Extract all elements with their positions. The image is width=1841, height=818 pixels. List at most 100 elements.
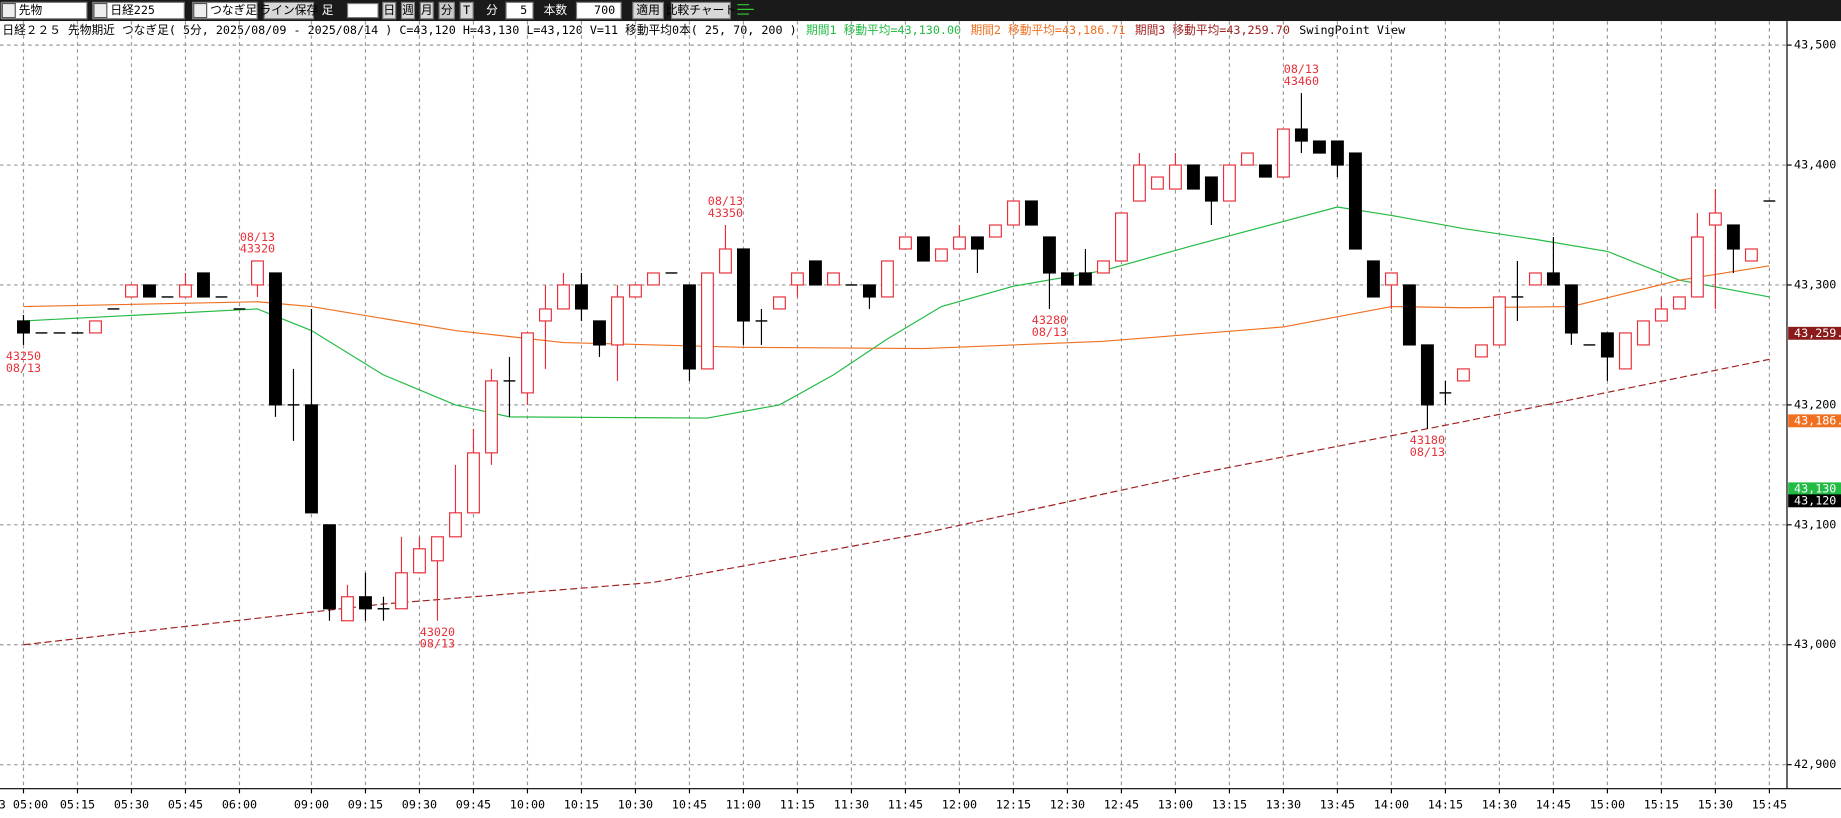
candle-body [700, 272, 714, 370]
toolbar-dropdown[interactable] [505, 1, 534, 20]
candle-body [269, 272, 282, 406]
x-tick-label: 14:00 [1374, 798, 1409, 812]
toolbar-button[interactable] [382, 1, 397, 20]
toolbar-label: 日経225 [110, 3, 155, 17]
candle-body [305, 404, 318, 514]
toolbar-button[interactable] [438, 1, 455, 20]
y-tick-label: 43,200 [1794, 397, 1836, 411]
toolbar-label: 分 [486, 3, 498, 17]
toolbar-button[interactable] [632, 1, 664, 20]
candle-body [359, 596, 372, 610]
x-tick-label: 12:30 [1050, 798, 1085, 812]
dropdown-arrow [193, 2, 208, 19]
candle-body [1546, 272, 1560, 286]
candle-body [1654, 308, 1668, 322]
candle-body [574, 284, 588, 310]
candle-body [610, 296, 624, 346]
annotation-value: 43320 [240, 242, 275, 256]
x-tick-label: 14:15 [1428, 798, 1463, 812]
dropdown-arrow [1, 2, 16, 19]
candle-body [1222, 164, 1236, 202]
x-tick-label: 13:30 [1266, 798, 1301, 812]
toolbar-label: 日 [383, 3, 395, 17]
annotation-value: 43020 [420, 625, 455, 639]
candle-body [1348, 152, 1362, 250]
annotation-date: 08/13 [1284, 62, 1319, 76]
y-tick-label: 43,400 [1794, 158, 1836, 172]
annotation-date: 08/13 [6, 361, 41, 375]
chart-background [0, 21, 1841, 818]
candle-body [1744, 248, 1758, 262]
candle-body [808, 260, 822, 286]
info-text: 期間1 移動平均=43,130.00 [806, 23, 961, 37]
x-tick-label: 3 05:00 [0, 798, 48, 812]
candle-body [89, 320, 102, 334]
candle-body [197, 272, 210, 298]
candle-body [143, 284, 156, 298]
toolbar-dropdown[interactable] [92, 1, 185, 20]
candle-body [1060, 272, 1074, 286]
candle-body [1402, 284, 1416, 346]
x-tick-label: 05:30 [114, 798, 149, 812]
y-tick-label: 43,300 [1794, 277, 1836, 291]
moving-average-line [23, 265, 1770, 350]
toolbar-icon [346, 2, 379, 19]
x-tick-label: 15:00 [1590, 798, 1625, 812]
candle-body [880, 260, 894, 298]
toolbar-button[interactable] [671, 1, 731, 20]
candle-body [1096, 260, 1110, 274]
x-tick-label: 13:45 [1320, 798, 1355, 812]
x-tick-label: 10:00 [510, 798, 545, 812]
candle-body [1204, 176, 1218, 202]
candle-body [251, 260, 264, 286]
candle-body [1150, 176, 1164, 190]
x-tick-label: 09:00 [294, 798, 329, 812]
price-tag-label: 43,186.71 [1794, 413, 1841, 427]
annotation-value: 43280 [1032, 313, 1067, 327]
info-line: 日経２２５ 先物期近 つなぎ足( 5分, 2025/08/09 - 2025/0… [2, 23, 1406, 37]
candle-body [1384, 272, 1398, 286]
annotation-date: 08/13 [420, 637, 455, 651]
candle-body [413, 548, 426, 574]
candle-body [934, 248, 948, 262]
toolbar-label: 分 [441, 3, 453, 17]
annotation-value: 43460 [1284, 74, 1319, 88]
candle-body [1240, 152, 1254, 166]
toolbar-label: 週 [402, 3, 414, 17]
candle-body [1276, 128, 1290, 178]
toolbar-dropdown[interactable] [0, 1, 88, 20]
candle-body [520, 332, 534, 394]
x-tick-label: 11:30 [834, 798, 869, 812]
price-tag-label: 43,130 [1794, 481, 1836, 495]
candle-body [592, 320, 606, 346]
candle-body [1024, 200, 1038, 226]
candle-body [1366, 260, 1380, 298]
toolbar-dropdown[interactable] [575, 1, 622, 20]
price-tag [1788, 414, 1841, 428]
toolbar-label: 足 [322, 3, 334, 17]
toolbar-icon [737, 4, 754, 15]
x-tick-label: 11:45 [888, 798, 923, 812]
candle-body [1474, 344, 1488, 358]
candle-body [1456, 368, 1470, 382]
candle-body [556, 284, 570, 310]
x-tick-label: 05:45 [168, 798, 203, 812]
x-tick-label: 12:15 [996, 798, 1031, 812]
candle-body [17, 320, 30, 334]
toolbar-button[interactable] [459, 1, 474, 20]
toolbar-dropdown[interactable] [191, 1, 258, 20]
toolbar-button[interactable] [400, 1, 416, 20]
toolbar-button[interactable] [419, 1, 434, 20]
toolbar-button[interactable] [263, 1, 315, 20]
annotation-date: 08/13 [240, 230, 275, 244]
candle-body [1114, 212, 1128, 262]
x-tick-label: 10:45 [672, 798, 707, 812]
price-tag-label: 43,120 [1794, 493, 1836, 507]
x-tick-label: 05:15 [60, 798, 95, 812]
candle-body [916, 236, 930, 262]
annotation-date: 08/13 [1410, 445, 1445, 459]
candle-body [718, 248, 732, 274]
toolbar-label: 月 [421, 3, 433, 17]
y-tick-label: 43,100 [1794, 517, 1836, 531]
